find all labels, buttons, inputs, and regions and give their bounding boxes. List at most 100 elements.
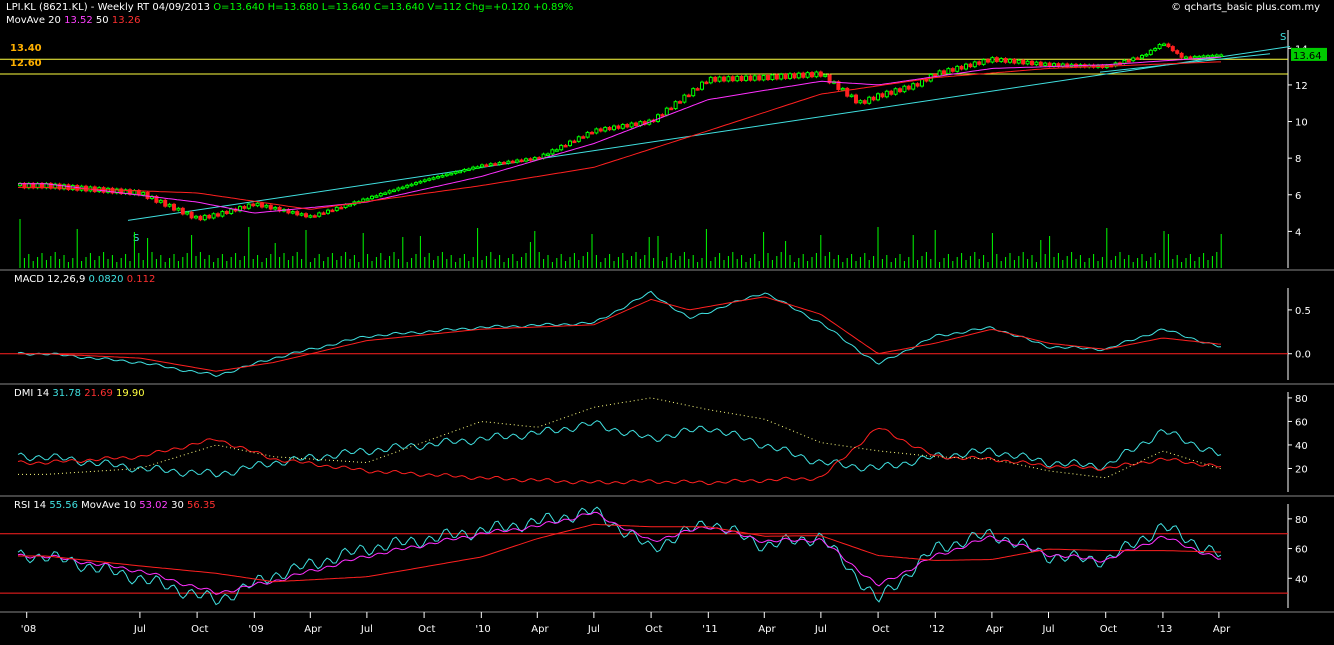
candle bbox=[924, 78, 929, 82]
trend-line bbox=[127, 45, 1291, 221]
candle bbox=[378, 193, 383, 197]
candle bbox=[1003, 58, 1008, 63]
candle bbox=[1030, 60, 1034, 66]
y-tick-label: 60 bbox=[1295, 417, 1308, 428]
candle bbox=[172, 203, 176, 211]
candle bbox=[1021, 59, 1026, 65]
candle bbox=[730, 76, 735, 82]
candle bbox=[990, 57, 995, 63]
candle bbox=[268, 204, 273, 210]
y-tick-label: 40 bbox=[1295, 441, 1308, 452]
candle bbox=[427, 178, 432, 181]
candle bbox=[612, 125, 616, 131]
movave-50-label: 50 bbox=[95, 15, 109, 26]
candle bbox=[211, 213, 216, 219]
x-tick-label: Oct bbox=[872, 624, 889, 635]
candle bbox=[414, 182, 418, 185]
macd-signal-value: 0.112 bbox=[126, 274, 156, 285]
candle bbox=[273, 206, 278, 210]
candle bbox=[629, 122, 634, 128]
candle bbox=[546, 153, 550, 156]
candle bbox=[669, 107, 674, 111]
candle bbox=[726, 76, 731, 82]
y-tick-label: 4 bbox=[1295, 227, 1301, 238]
candle bbox=[321, 212, 326, 215]
candle bbox=[312, 215, 317, 218]
x-tick-label: '12 bbox=[929, 624, 944, 635]
candle bbox=[308, 215, 313, 218]
candle bbox=[946, 68, 951, 75]
candle bbox=[458, 170, 462, 174]
candle bbox=[673, 101, 678, 110]
candle bbox=[229, 208, 234, 214]
macd-signal-line bbox=[18, 296, 1222, 372]
candle bbox=[836, 81, 841, 90]
candle bbox=[141, 191, 146, 196]
x-tick-label: '08 bbox=[21, 624, 36, 635]
y-tick-label: 20 bbox=[1295, 464, 1308, 475]
candle bbox=[506, 160, 511, 164]
candle bbox=[374, 195, 379, 198]
candle bbox=[462, 168, 467, 172]
candle bbox=[255, 202, 260, 207]
candle bbox=[920, 78, 924, 87]
candle bbox=[664, 107, 669, 116]
candle bbox=[119, 188, 124, 195]
candle bbox=[845, 87, 850, 97]
movave-50-value: 13.26 bbox=[111, 15, 141, 26]
y-tick-label: 60 bbox=[1295, 545, 1308, 556]
candle bbox=[994, 57, 999, 62]
x-tick-label: Oct bbox=[418, 624, 435, 635]
candle bbox=[317, 212, 322, 217]
candle bbox=[1122, 59, 1127, 64]
candle bbox=[686, 94, 691, 98]
candle bbox=[581, 136, 586, 139]
candle bbox=[238, 206, 242, 212]
candle bbox=[1135, 57, 1140, 60]
candle bbox=[906, 85, 911, 90]
candle bbox=[365, 198, 370, 201]
candle bbox=[550, 149, 555, 155]
candle bbox=[1140, 54, 1144, 59]
candle bbox=[1210, 54, 1215, 58]
candle bbox=[110, 187, 115, 194]
candle bbox=[915, 83, 920, 87]
change-value: Chg=+0.120 bbox=[464, 2, 530, 13]
candle bbox=[163, 199, 168, 207]
candle bbox=[972, 61, 977, 68]
x-tick-label: Jul bbox=[360, 624, 373, 635]
candle bbox=[862, 100, 867, 104]
x-tick-label: Oct bbox=[191, 624, 208, 635]
rsi-ma-line bbox=[17, 511, 1222, 595]
candle bbox=[933, 74, 938, 77]
volume-value: V=112 bbox=[427, 2, 462, 13]
candle bbox=[757, 75, 762, 81]
candle bbox=[563, 144, 568, 148]
candle bbox=[246, 203, 251, 209]
candle bbox=[370, 195, 374, 200]
price-header: LPI.KL (8621.KL) - Weekly RT 04/09/2013 … bbox=[6, 2, 573, 13]
ref-line-label-lower: 12.60 bbox=[10, 58, 42, 69]
y-tick-label: 40 bbox=[1295, 574, 1308, 585]
dmi-adx-value: 19.90 bbox=[116, 388, 145, 399]
candle bbox=[1144, 53, 1149, 57]
candle bbox=[739, 75, 744, 81]
candle bbox=[198, 215, 203, 221]
candle bbox=[761, 74, 766, 81]
candle bbox=[502, 161, 506, 165]
candle bbox=[818, 71, 823, 77]
candle bbox=[158, 199, 163, 203]
macd-value: 0.0820 bbox=[88, 274, 124, 285]
candle bbox=[752, 75, 757, 81]
candle bbox=[1179, 52, 1184, 58]
candle bbox=[708, 76, 713, 84]
candle bbox=[194, 215, 198, 219]
y-tick-label: 80 bbox=[1295, 515, 1308, 526]
candle bbox=[695, 88, 700, 91]
candle bbox=[616, 125, 621, 129]
candle bbox=[251, 203, 256, 207]
x-tick-label: Apr bbox=[531, 624, 549, 635]
candle bbox=[770, 74, 775, 81]
candle bbox=[295, 211, 300, 216]
candle bbox=[444, 173, 449, 177]
